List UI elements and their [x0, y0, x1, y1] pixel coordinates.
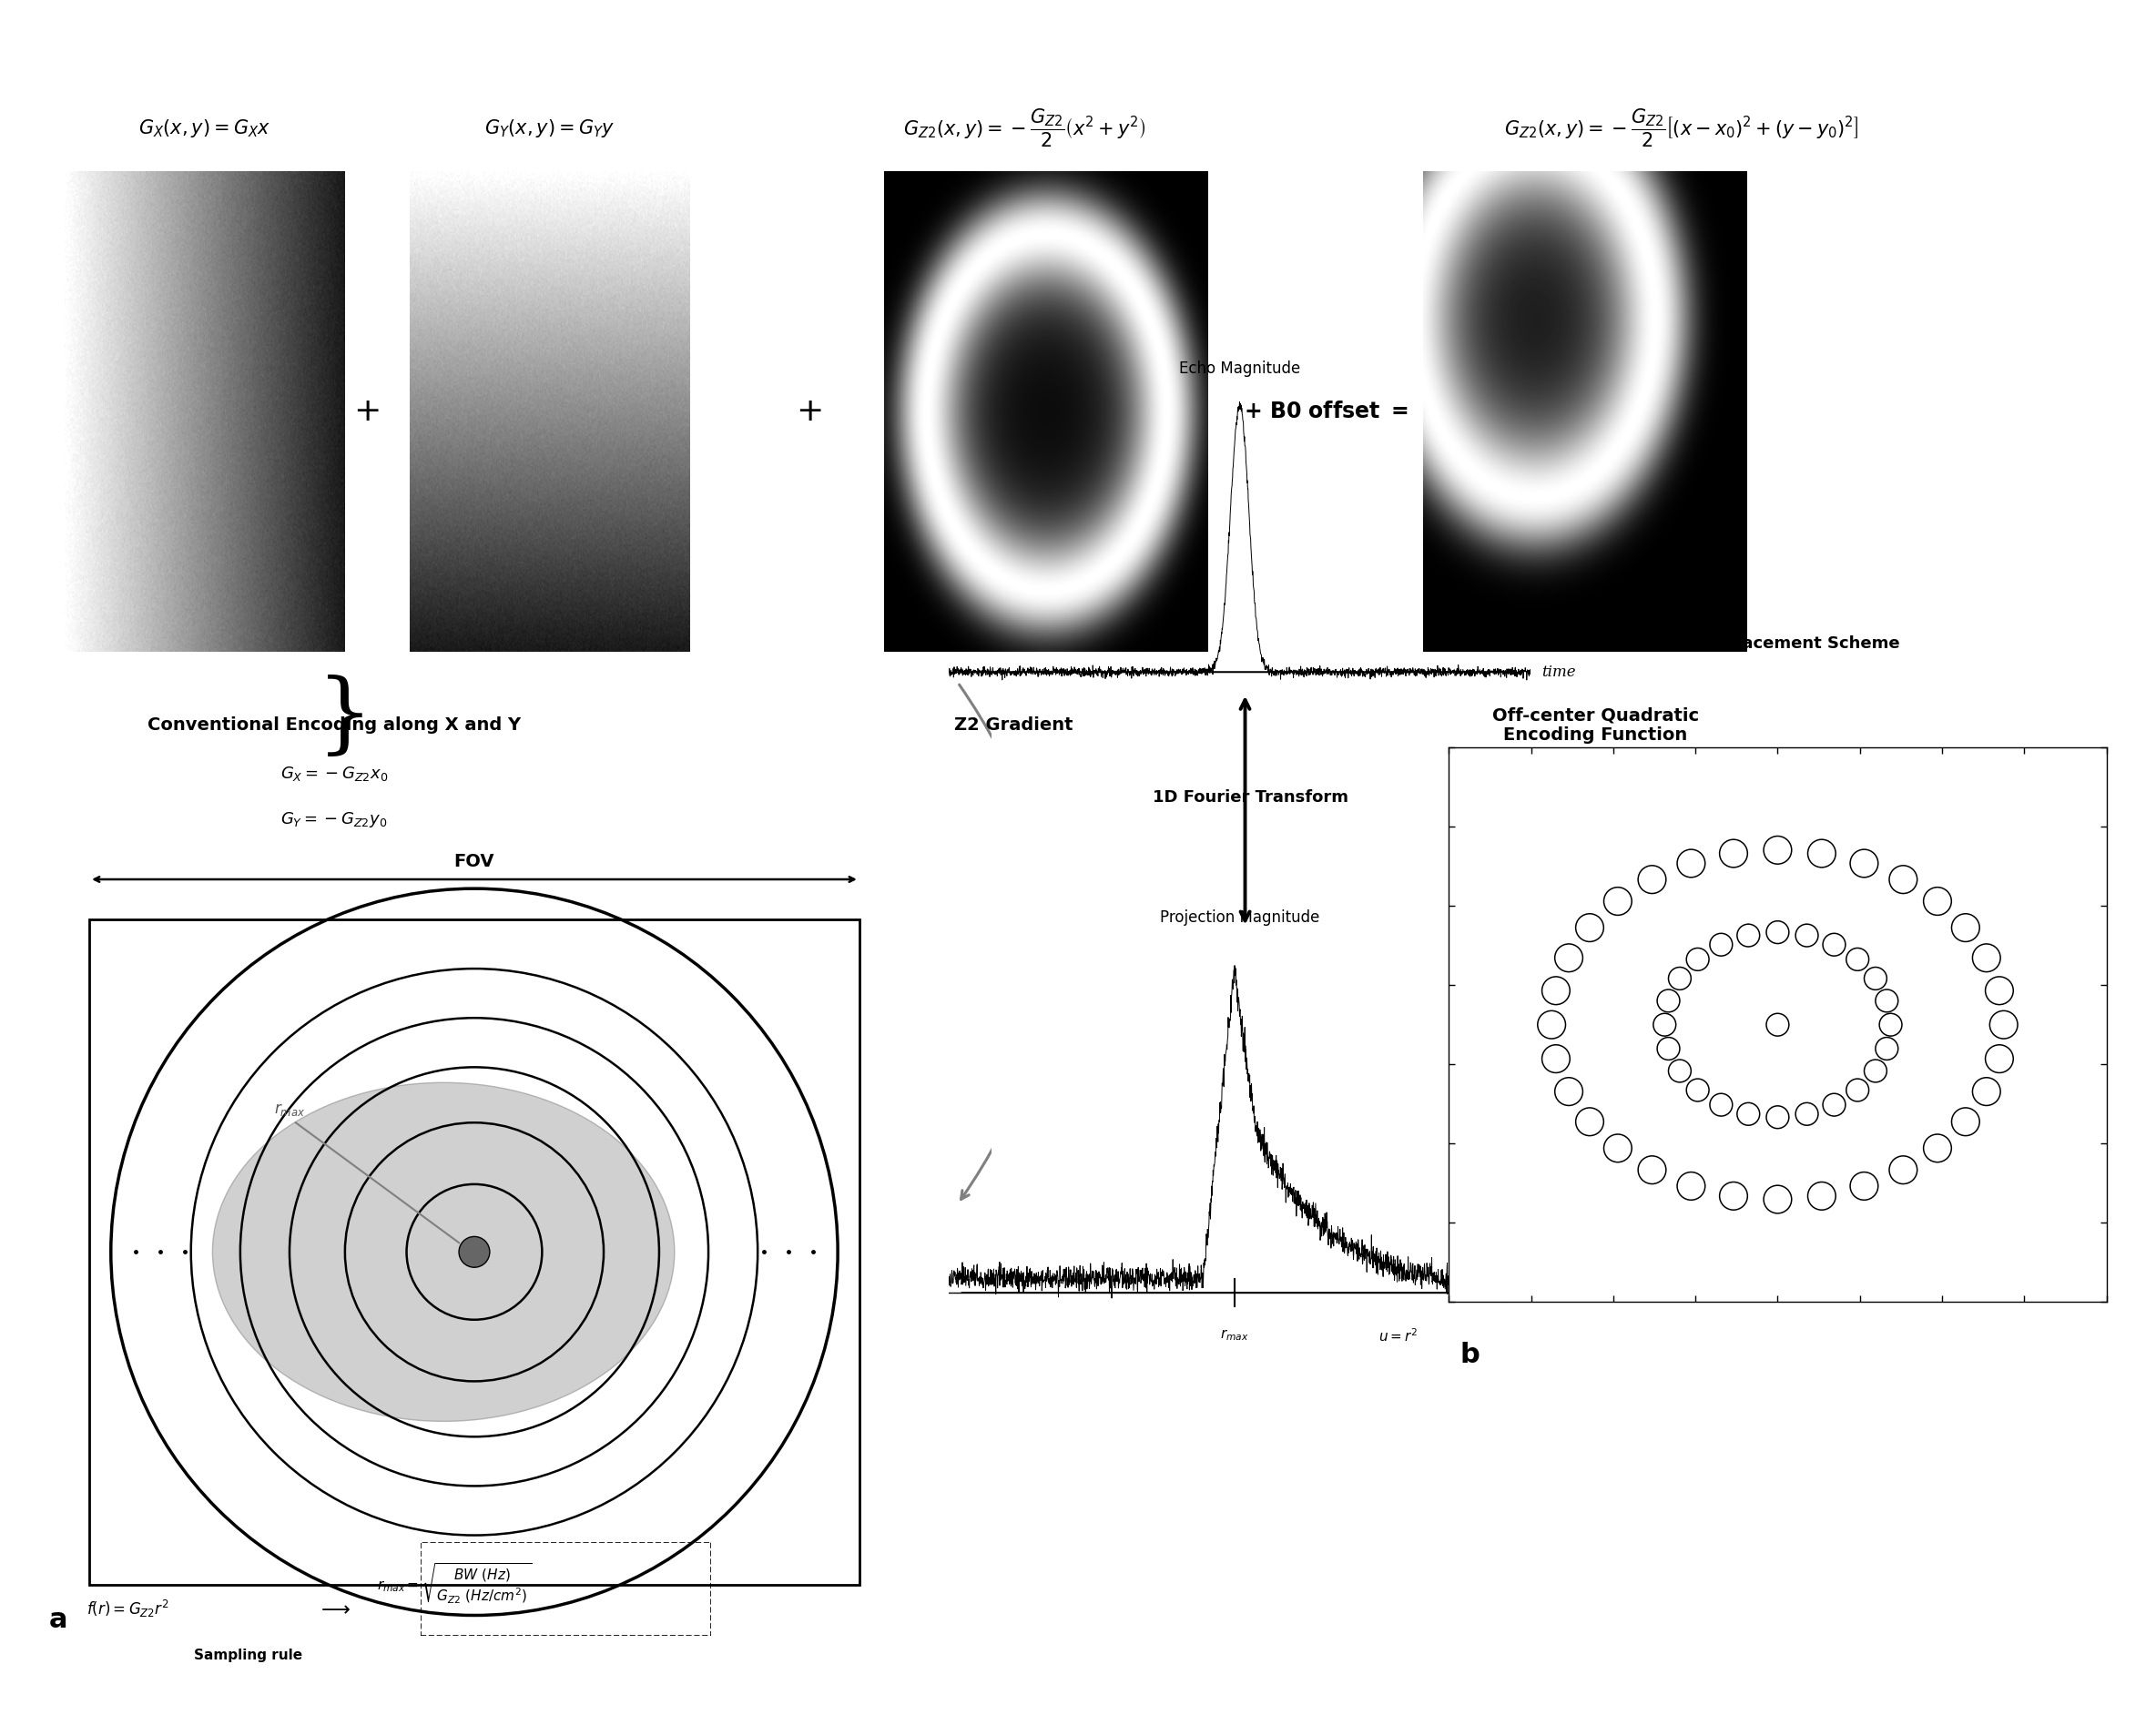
Text: Projection Magnitude: Projection Magnitude: [1160, 909, 1319, 926]
Text: $u = r^2$: $u = r^2$: [1380, 1327, 1419, 1345]
Text: FOV: FOV: [455, 852, 494, 870]
Text: $r_{max}$: $r_{max}$: [1220, 1327, 1248, 1343]
Text: $G_X = -G_{Z2}x_0$: $G_X = -G_{Z2}x_0$: [280, 765, 388, 782]
Text: a: a: [50, 1607, 69, 1633]
Text: $+$: $+$: [796, 396, 821, 427]
Text: $f(r) = G_{Z2}r^2$: $f(r) = G_{Z2}r^2$: [86, 1598, 168, 1619]
FancyArrowPatch shape: [959, 684, 1050, 1199]
Text: time: time: [1542, 664, 1576, 679]
Bar: [88, 919, 860, 1585]
Text: $G_Y(x,y) = G_Y y$: $G_Y(x,y) = G_Y y$: [485, 118, 614, 139]
Text: $G_{Z2}(x,y) = -\dfrac{G_{Z2}}{2}\left(x^2 + y^2\right)$: $G_{Z2}(x,y) = -\dfrac{G_{Z2}}{2}\left(x…: [903, 108, 1145, 149]
Ellipse shape: [213, 1082, 675, 1422]
Text: $r_{max} = \sqrt{\dfrac{BW\ (Hz)}{G_{Z2}\ (Hz/cm^2)}}$: $r_{max} = \sqrt{\dfrac{BW\ (Hz)}{G_{Z2}…: [377, 1561, 533, 1605]
Text: $\mathbf{+}$ B0 offset $\mathbf{=}$: $\mathbf{+}$ B0 offset $\mathbf{=}$: [1244, 401, 1408, 422]
Text: $G_{Z2}(x,y) = -\dfrac{G_{Z2}}{2}\left[(x-x_0)^2 + (y-y_0)^2\right]$: $G_{Z2}(x,y) = -\dfrac{G_{Z2}}{2}\left[(…: [1505, 108, 1858, 149]
Text: b: b: [1460, 1341, 1479, 1369]
Text: Conventional Encoding along X and Y: Conventional Encoding along X and Y: [147, 717, 522, 734]
Text: $+$: $+$: [354, 396, 379, 427]
Text: $G_Y = -G_{Z2}y_0$: $G_Y = -G_{Z2}y_0$: [280, 809, 388, 830]
Text: Off-center Quadratic
Encoding Function: Off-center Quadratic Encoding Function: [1492, 707, 1699, 744]
Text: $\longrightarrow$: $\longrightarrow$: [317, 1600, 351, 1617]
Text: Z2 Gradient: Z2 Gradient: [953, 717, 1074, 734]
Text: }: }: [317, 674, 373, 760]
Text: $r_{max}$: $r_{max}$: [274, 1101, 306, 1118]
Text: $G_X(x,y) = G_X x$: $G_X(x,y) = G_X x$: [138, 118, 272, 139]
Text: Echo Magnitude: Echo Magnitude: [1179, 360, 1300, 377]
Text: 1D Fourier Transform: 1D Fourier Transform: [1153, 789, 1348, 806]
Circle shape: [459, 1237, 489, 1267]
Text: Sampling rule: Sampling rule: [194, 1648, 302, 1662]
Text: Center Placement Scheme: Center Placement Scheme: [1658, 635, 1899, 652]
